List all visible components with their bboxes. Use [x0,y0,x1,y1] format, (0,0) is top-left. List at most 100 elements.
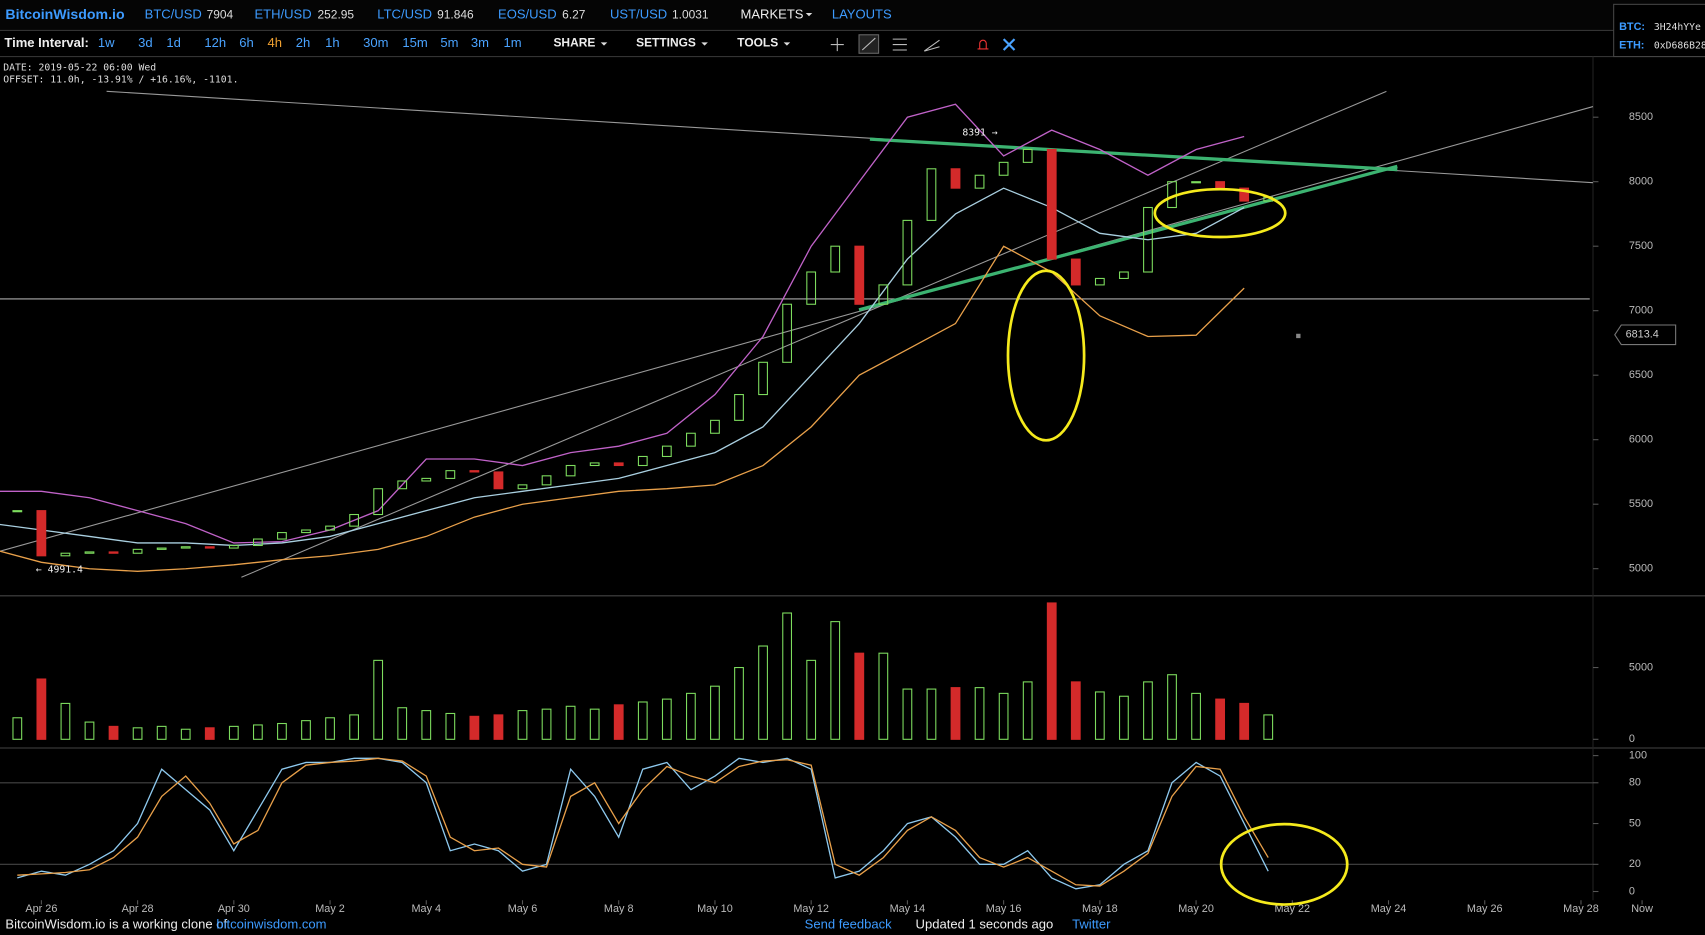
ticker-pair[interactable]: LTC/USD [377,7,432,22]
candle [854,245,865,305]
alert-icon[interactable] [977,39,989,50]
wallet-label: BTC: [1619,21,1645,33]
price-marker-label: 6813.4 [1626,329,1659,341]
x-tick-label: May 4 [411,903,441,915]
fib-icon[interactable] [892,38,907,51]
line-icon[interactable] [861,37,876,51]
candle [1191,181,1201,184]
candle [926,168,937,221]
resistance-line [869,137,1398,172]
ticker-pair[interactable]: EOS/USD [498,7,557,22]
interval-button[interactable]: 6h [239,35,254,50]
candle [36,510,47,557]
ticker-price: 91.846 [437,7,474,21]
candle [782,303,793,363]
x-tick-label: May 18 [1082,903,1118,915]
y-tick-label: 7500 [1629,240,1653,252]
ticker-pair[interactable]: UST/USD [610,7,667,22]
x-tick-label: May 16 [986,903,1022,915]
x-tick-label: May 26 [1467,903,1503,915]
x-tick-label: May 14 [890,903,926,915]
volume-bar [950,687,961,740]
fullscreen-icon[interactable] [1002,38,1016,51]
candle [301,529,311,534]
fan-icon[interactable] [923,39,940,52]
interval-button[interactable]: 1d [166,35,181,50]
y-tick-label: 0 [1629,733,1635,745]
x-tick-label: May 10 [697,903,733,915]
candle [661,445,672,458]
interval-button[interactable]: 12h [204,35,226,50]
volume-bar [108,725,119,740]
candle [277,532,287,540]
interval-button[interactable]: 5m [440,35,458,50]
wallet-address: 0xD686B28 [1654,41,1705,52]
candle [734,394,744,421]
interval-button[interactable]: 2h [296,35,311,50]
x-tick-label: May 2 [315,903,345,915]
candle [878,284,889,305]
y-tick-label: 5000 [1629,563,1653,575]
interval-button[interactable]: 15m [402,35,427,50]
band-middle [0,187,1245,547]
crosshair-icon[interactable] [830,38,844,52]
y-tick-label: 6500 [1629,369,1653,381]
feedback-link[interactable]: Send feedback [805,917,892,932]
interval-button[interactable]: 1w [98,35,115,50]
candle [902,219,913,286]
x-tick-label: May 28 [1563,903,1599,915]
top-menu[interactable]: MARKETS [741,7,804,22]
candle [373,488,384,516]
volume-bar [1215,698,1226,740]
stoch-line [17,757,1269,890]
volume-bar [36,678,47,740]
volume-bar [1119,695,1129,740]
y-tick-label: 0 [1629,885,1635,897]
price-annotation: ← 4991.4 [36,565,83,576]
trendline [0,106,1594,552]
logo[interactable]: BitcoinWisdom.io [5,6,125,22]
ticker-pair[interactable]: ETH/USD [254,7,311,22]
toolbar-menu[interactable]: SETTINGS [636,36,696,50]
x-tick-label: Apr 28 [122,903,154,915]
candle [156,547,167,550]
interval-button[interactable]: 3d [138,35,153,50]
candle [349,513,360,527]
interval-button[interactable]: 4h [267,35,282,50]
footer-link[interactable]: bitcoinwisdom.com [216,917,326,932]
y-tick-label: 50 [1629,817,1641,829]
volume-bar [806,659,817,740]
y-tick-label: 7000 [1629,305,1653,317]
candle [517,484,528,490]
toolbar-menu[interactable]: SHARE [553,36,595,50]
footer-text: BitcoinWisdom.io is a working clone of [5,917,227,932]
twitter-link[interactable]: Twitter [1072,917,1111,932]
volume-bar [373,659,384,740]
x-tick-label: May 24 [1371,903,1407,915]
y-tick-label: 20 [1629,858,1641,870]
interval-button[interactable]: 1h [325,35,340,50]
volume-bar [782,612,793,740]
interval-button[interactable]: 3m [471,35,489,50]
tool-icons [830,34,1016,54]
candle [710,419,720,434]
volume-bar [565,705,576,740]
interval-button[interactable]: 30m [363,35,388,50]
top-menu[interactable]: LAYOUTS [832,7,892,22]
info-date: DATE: 2019-05-22 06:00 Wed [3,62,156,73]
y-tick-label: 80 [1629,777,1641,789]
interval-button[interactable]: 1m [503,35,521,50]
wallet-address: 3H24hYYe [1654,22,1701,33]
updated-text: Updated 1 seconds ago [916,917,1054,932]
x-tick-label: May 20 [1178,903,1214,915]
volume-bar [301,720,311,740]
ticker-pair[interactable]: BTC/USD [145,7,202,22]
toolbar-menu[interactable]: TOOLS [737,36,778,50]
x-tick-label: May 6 [508,903,538,915]
x-tick-label: Now [1631,903,1653,915]
volume-bar [349,714,360,740]
